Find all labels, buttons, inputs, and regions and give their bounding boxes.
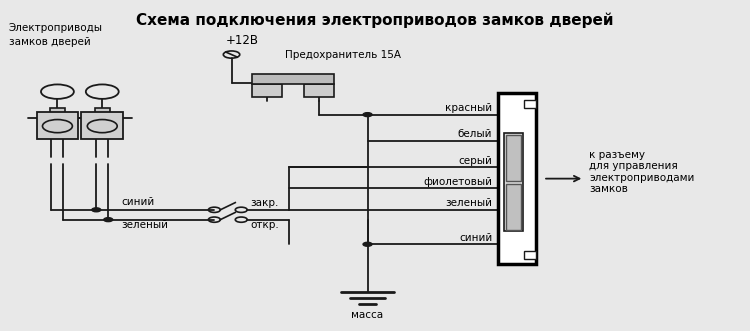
Bar (81, 112, 123, 139)
Circle shape (104, 218, 112, 222)
Text: серый: серый (458, 156, 492, 166)
Text: зеленый: зеленый (121, 220, 168, 230)
Circle shape (363, 242, 372, 246)
Text: Предохранитель 15А: Предохранитель 15А (285, 50, 401, 61)
Text: +12В: +12В (226, 34, 259, 47)
Bar (506, 135, 520, 181)
Bar (498, 93, 536, 264)
Bar (524, 100, 536, 108)
Bar (506, 184, 520, 230)
Text: к разъему
для управления
электроприводами
замков: к разъему для управления электроприводам… (590, 150, 694, 195)
Bar (524, 251, 536, 259)
Circle shape (92, 208, 100, 212)
Text: синий: синий (459, 233, 492, 243)
Bar (304, 84, 334, 97)
Text: замков дверей: замков дверей (9, 37, 91, 47)
Bar (94, 108, 110, 113)
Text: красный: красный (446, 103, 492, 113)
Text: Электроприводы: Электроприводы (9, 23, 103, 33)
Circle shape (363, 113, 372, 117)
Bar (50, 108, 65, 113)
Bar (252, 74, 334, 84)
Text: белый: белый (458, 129, 492, 139)
Text: зеленый: зеленый (446, 198, 492, 208)
Bar (252, 84, 281, 97)
Text: Схема подключения электроприводов замков дверей: Схема подключения электроприводов замков… (136, 13, 614, 28)
Text: откр.: откр. (251, 220, 279, 230)
Text: синий: синий (121, 197, 154, 207)
Text: фиолетовый: фиолетовый (423, 177, 492, 187)
Bar (37, 112, 78, 139)
Text: закр.: закр. (251, 198, 278, 208)
Text: масса: масса (352, 310, 383, 320)
Bar (503, 133, 523, 231)
